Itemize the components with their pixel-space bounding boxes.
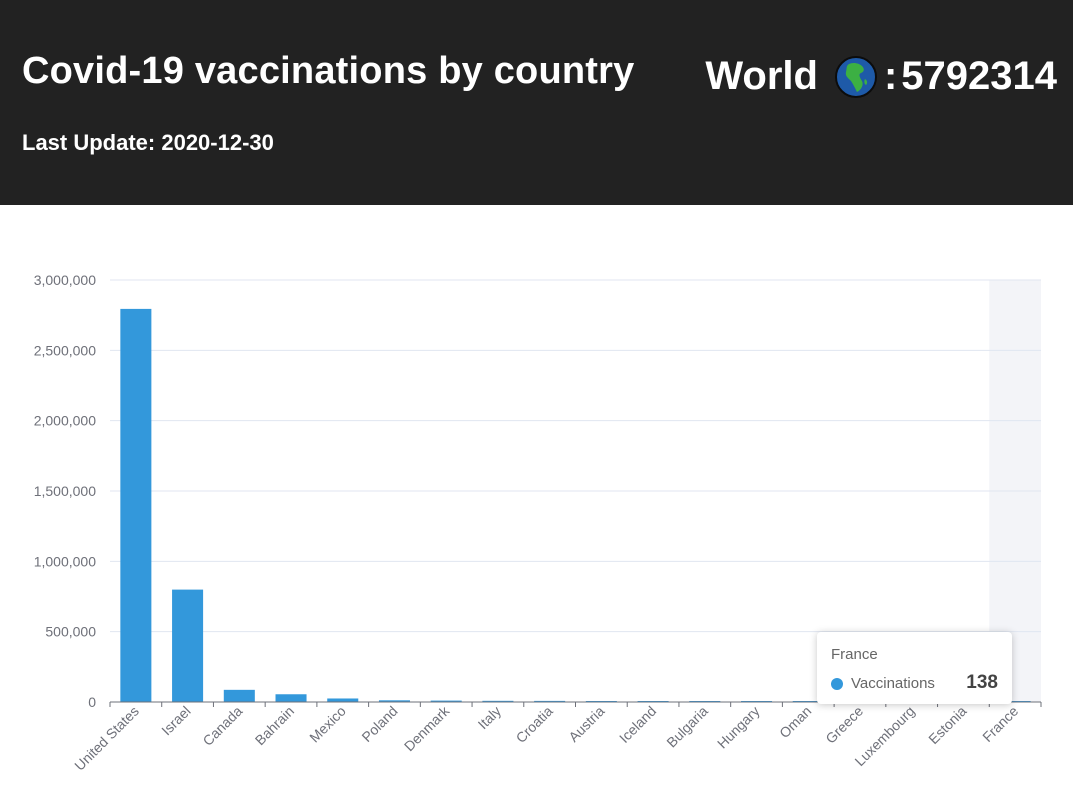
x-tick-label: Estonia	[925, 703, 969, 747]
x-tick-label: United States	[71, 703, 142, 774]
world-total-value: 5792314	[901, 54, 1057, 98]
x-tick-label: Greece	[822, 703, 866, 747]
bar[interactable]	[223, 689, 255, 702]
y-tick-label: 1,000,000	[34, 553, 96, 569]
x-tick-label: Mexico	[306, 703, 349, 746]
bar-chart[interactable]: 0 500,000 1,000,000 1,500,000 2,000,000 2,500…	[0, 205, 1073, 805]
world-label: World	[705, 54, 818, 98]
bar[interactable]	[172, 589, 204, 702]
x-tick-label: France	[979, 703, 1021, 745]
world-total: World : 5792314	[705, 54, 1057, 99]
y-tick-label: 2,000,000	[34, 413, 96, 429]
x-tick-label: Israel	[158, 703, 194, 739]
tooltip-value: 138	[966, 672, 998, 693]
bar[interactable]	[430, 700, 462, 702]
tooltip-series-name: Vaccinations	[851, 675, 935, 692]
header: Covid-19 vaccinations by country Last Up…	[0, 0, 1073, 205]
x-tick-label: Croatia	[513, 703, 556, 746]
x-tick-label: Italy	[475, 703, 504, 732]
x-tick-label: Oman	[776, 703, 814, 741]
last-update: Last Update: 2020-12-30	[22, 130, 274, 155]
bar[interactable]	[534, 700, 566, 702]
x-tick-label: Hungary	[714, 703, 763, 752]
y-tick-label: 1,500,000	[34, 483, 96, 499]
x-tick-label: Bulgaria	[663, 703, 711, 751]
bar[interactable]	[378, 700, 410, 702]
y-tick-label: 2,500,000	[34, 342, 96, 358]
chart-tooltip: France Vaccinations 138	[817, 632, 1012, 704]
chart-area: 0 500,000 1,000,000 1,500,000 2,000,000 2,500…	[0, 205, 1073, 805]
y-tick-label: 3,000,000	[34, 272, 96, 288]
bar[interactable]	[275, 694, 307, 702]
bar[interactable]	[327, 698, 359, 702]
x-tick-label: Bahrain	[252, 703, 297, 748]
x-tick-label: Iceland	[616, 703, 659, 746]
tooltip-series-marker	[831, 678, 843, 690]
x-tick-label: Canada	[199, 703, 245, 749]
y-tick-label: 0	[88, 694, 96, 710]
x-tick-label: Poland	[358, 703, 400, 745]
globe-africa-icon	[834, 55, 878, 99]
y-tick-label: 500,000	[45, 624, 96, 640]
x-tick-label: Austria	[565, 703, 607, 745]
bar[interactable]	[120, 308, 152, 702]
tooltip-title: France	[831, 646, 878, 663]
x-tick-label: Denmark	[401, 702, 453, 754]
page-title: Covid-19 vaccinations by country	[22, 50, 635, 92]
bar[interactable]	[482, 700, 514, 702]
world-separator: :	[883, 54, 898, 98]
